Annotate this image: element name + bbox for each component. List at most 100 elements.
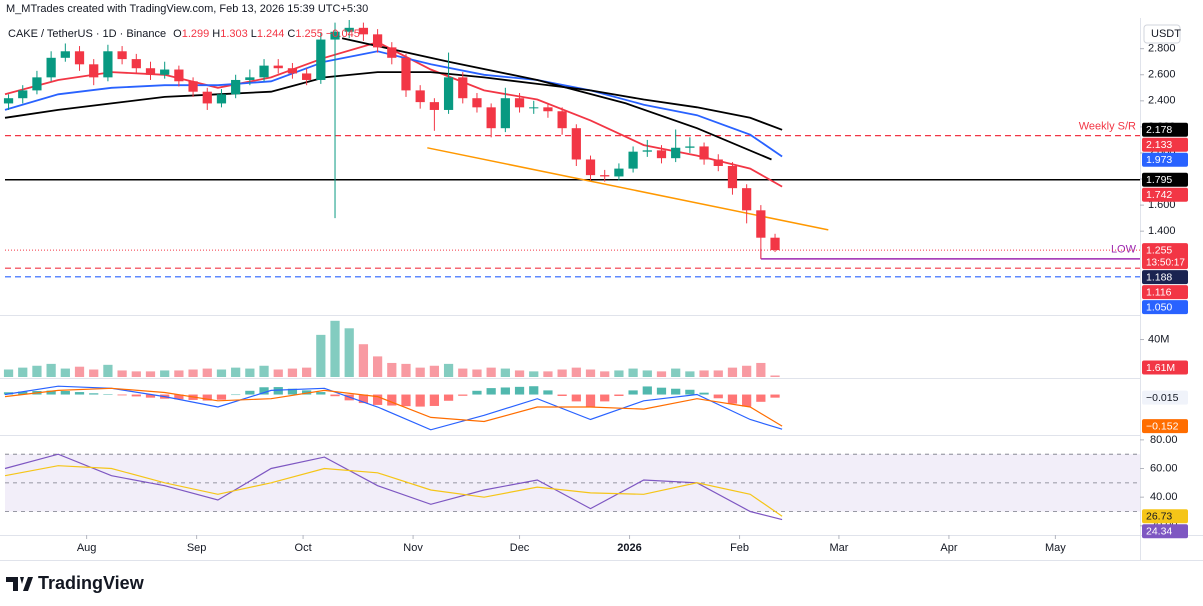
volume-bar xyxy=(458,368,468,377)
macd-histogram-bar xyxy=(514,386,525,395)
candle-body xyxy=(287,68,298,74)
macd-histogram-bar xyxy=(713,394,723,399)
y-tick-label: 1.600 xyxy=(1148,199,1176,211)
volume-bar xyxy=(429,365,439,377)
candle-body xyxy=(245,77,255,80)
macd-histogram-bar xyxy=(443,394,454,401)
candle-body xyxy=(429,102,439,110)
macd-histogram-bar xyxy=(472,390,482,395)
volume-bar xyxy=(259,365,269,377)
candle-body xyxy=(202,91,212,104)
macd-histogram-bar xyxy=(458,394,468,396)
macd-histogram-bar xyxy=(358,394,369,404)
volume-bar xyxy=(656,371,667,377)
volume-bar xyxy=(60,368,70,377)
volume-bar xyxy=(472,369,482,377)
volume-bar xyxy=(585,369,596,377)
candle-body xyxy=(372,34,383,48)
volume-bar xyxy=(628,368,638,377)
candle-body xyxy=(117,51,127,60)
x-tick-label: Dec xyxy=(510,542,530,554)
legend-change: −0.045 xyxy=(326,28,360,40)
macd-histogram-bar xyxy=(770,394,780,398)
macd-histogram-bar xyxy=(600,394,610,402)
volume-bar xyxy=(372,356,383,377)
macd-line xyxy=(4,385,783,431)
candle-body xyxy=(3,98,14,104)
macd-histogram-bar xyxy=(302,390,312,395)
rsi-line xyxy=(4,465,783,517)
volume-bar xyxy=(529,371,539,377)
candle-body xyxy=(387,47,397,58)
candle-body xyxy=(585,159,596,176)
y-tick-label: 2.800 xyxy=(1148,43,1176,55)
brand-logo: TradingView xyxy=(6,573,145,593)
volume-bar xyxy=(74,366,85,377)
candle-body xyxy=(32,77,42,91)
macd-histogram-bar xyxy=(585,394,596,407)
macd-histogram-bar xyxy=(259,387,269,395)
candle-body xyxy=(742,188,752,211)
macd-histogram-bar xyxy=(529,386,539,395)
price-tag-label: 1.255 xyxy=(1146,244,1172,256)
price-tag xyxy=(1142,524,1188,539)
candle-body xyxy=(174,69,184,82)
legend-key: L xyxy=(251,28,257,40)
brand: TradingView xyxy=(38,573,145,593)
macd-histogram-bar xyxy=(131,394,141,397)
volume-bar xyxy=(174,370,184,377)
volume-bar xyxy=(600,371,610,377)
candle-body xyxy=(160,69,170,75)
macd-histogram-bar xyxy=(401,394,411,407)
price-tag-label: 26.73 xyxy=(1146,510,1172,522)
macd-histogram-bar xyxy=(387,394,397,406)
price-tag xyxy=(1142,390,1188,405)
price-tag-label: 2.133 xyxy=(1146,139,1172,151)
volume-bar xyxy=(742,365,752,377)
candle-body xyxy=(330,31,340,40)
macd-histogram-bar xyxy=(316,392,326,395)
y-tick-label: 2.600 xyxy=(1148,69,1176,81)
candle-body xyxy=(458,77,468,99)
y-tick-label: 2.400 xyxy=(1148,95,1176,107)
macd-histogram-bar xyxy=(571,394,581,402)
volume-bar xyxy=(514,370,525,377)
candle-body xyxy=(642,150,652,152)
y-tick-label: 40M xyxy=(1148,333,1169,345)
macd-histogram-bar xyxy=(245,390,255,395)
macd-histogram-bar xyxy=(671,388,681,395)
macd-histogram-bar xyxy=(330,394,340,397)
volume-bar xyxy=(316,334,326,377)
candle-body xyxy=(74,51,85,65)
macd-histogram-bar xyxy=(46,390,56,395)
candle-body xyxy=(656,150,667,159)
volume-bar xyxy=(486,367,496,377)
macd-histogram-bar xyxy=(287,388,298,395)
price-tag-label: 1.61M xyxy=(1146,362,1175,374)
macd-histogram-bar xyxy=(742,394,752,407)
volume-bar xyxy=(46,363,56,377)
volume-bar xyxy=(18,367,28,377)
macd-histogram-bar xyxy=(372,394,383,405)
price-tag-label: 1.973 xyxy=(1146,154,1172,166)
macd-histogram-bar xyxy=(415,394,425,407)
price-tag-label: 1.795 xyxy=(1146,174,1172,186)
price-tag-label: 1.050 xyxy=(1146,301,1172,313)
moving-average xyxy=(341,37,772,161)
volume-bar xyxy=(415,367,425,377)
candle-body xyxy=(259,65,269,78)
macd-histogram-bar xyxy=(18,391,28,395)
price-tag-label: 2.178 xyxy=(1146,124,1172,136)
candle-body xyxy=(770,237,780,251)
volume-bar xyxy=(642,370,652,377)
volume-bar xyxy=(160,370,170,377)
legend-key: C xyxy=(287,28,295,40)
volume-bar xyxy=(202,368,212,377)
price-tag xyxy=(1142,300,1188,315)
price-tag xyxy=(1142,187,1188,202)
currency-box xyxy=(1143,24,1181,44)
candle-body xyxy=(358,27,369,35)
price-tag xyxy=(1142,122,1188,137)
candle-body xyxy=(216,94,227,104)
macd-histogram-bar xyxy=(486,388,496,395)
